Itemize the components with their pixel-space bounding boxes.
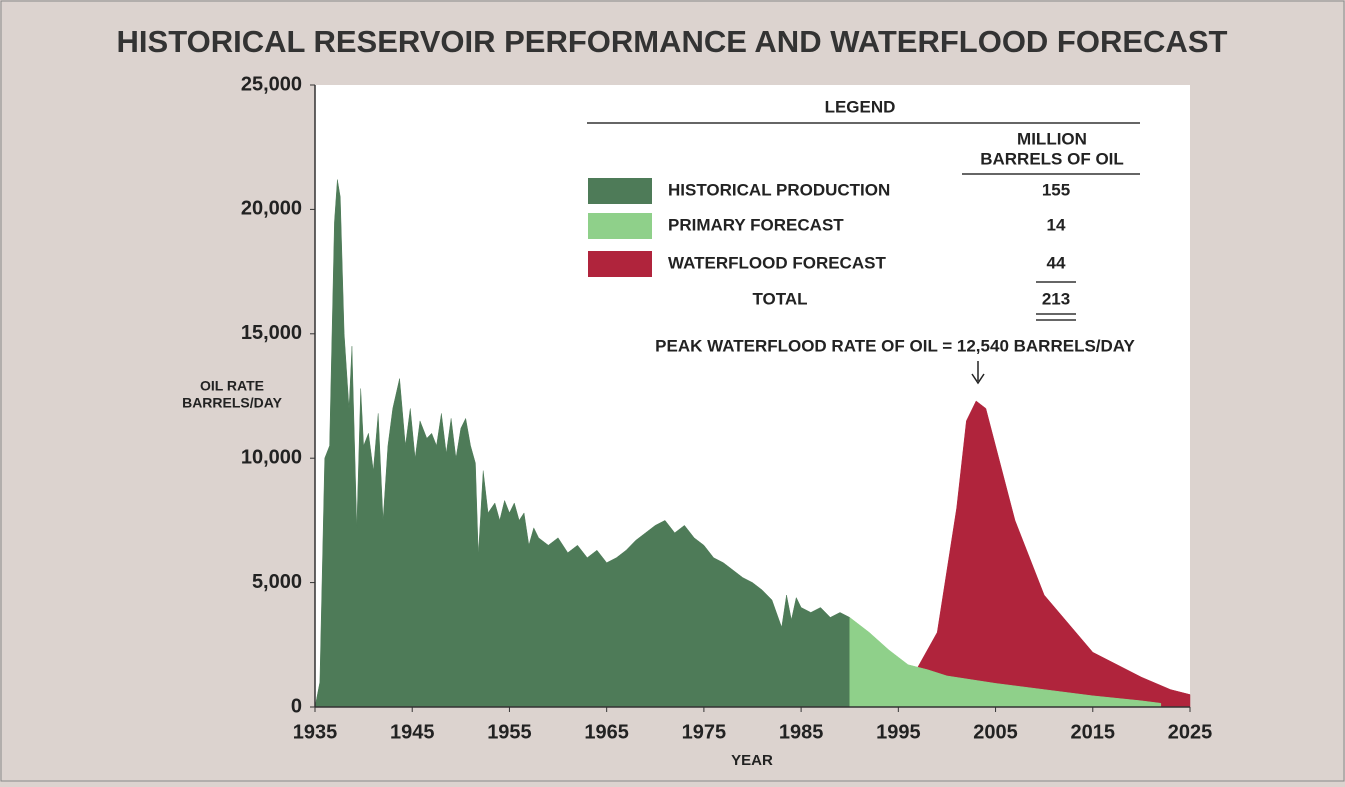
annotation-arrow [971,373,985,385]
y-tick-label: 20,000 [241,198,302,220]
y-tick-label: 25,000 [241,73,302,95]
legend-value: 44 [1047,253,1066,272]
legend-swatch [588,213,652,239]
legend-label: WATERFLOOD FORECAST [668,253,886,272]
area [917,400,1191,708]
area [849,616,1162,708]
y-axis-label: OIL RATE [200,378,264,394]
x-tick-label: 1985 [779,721,824,743]
x-tick-label: 1955 [487,721,532,743]
x-tick-label: 1945 [390,721,435,743]
y-tick-label: 5,000 [252,571,302,593]
chart-title: HISTORICAL RESERVOIR PERFORMANCE AND WAT… [117,24,1228,59]
x-tick-label: 2005 [973,721,1018,743]
areas [314,179,1191,708]
y-axis-label: BARRELS/DAY [182,395,282,411]
y-tick-label: 15,000 [241,322,302,344]
legend-header: MILLION [1017,129,1087,148]
y-tick-label: 0 [291,695,302,717]
total-label: TOTAL [752,289,807,308]
legend-title: LEGEND [825,97,896,116]
x-tick-label: 1965 [584,721,629,743]
legend-label: PRIMARY FORECAST [668,215,844,234]
legend-swatch [588,178,652,204]
y-tick-label: 10,000 [241,446,302,468]
legend-value: 155 [1042,180,1070,199]
legend-swatch [588,251,652,277]
x-tick-label: 2015 [1071,721,1116,743]
total-value: 213 [1042,289,1070,308]
x-axis-label: YEAR [731,752,773,769]
legend-label: HISTORICAL PRODUCTION [668,180,890,199]
legend-header: BARRELS OF OIL [980,149,1124,168]
x-tick-label: 2025 [1168,721,1213,743]
x-tick-label: 1975 [682,721,727,743]
x-tick-label: 1995 [876,721,921,743]
legend-value: 14 [1047,215,1066,234]
x-tick-label: 1935 [293,721,338,743]
area [314,179,850,708]
annotation: PEAK WATERFLOOD RATE OF OIL = 12,540 BAR… [655,336,1135,355]
